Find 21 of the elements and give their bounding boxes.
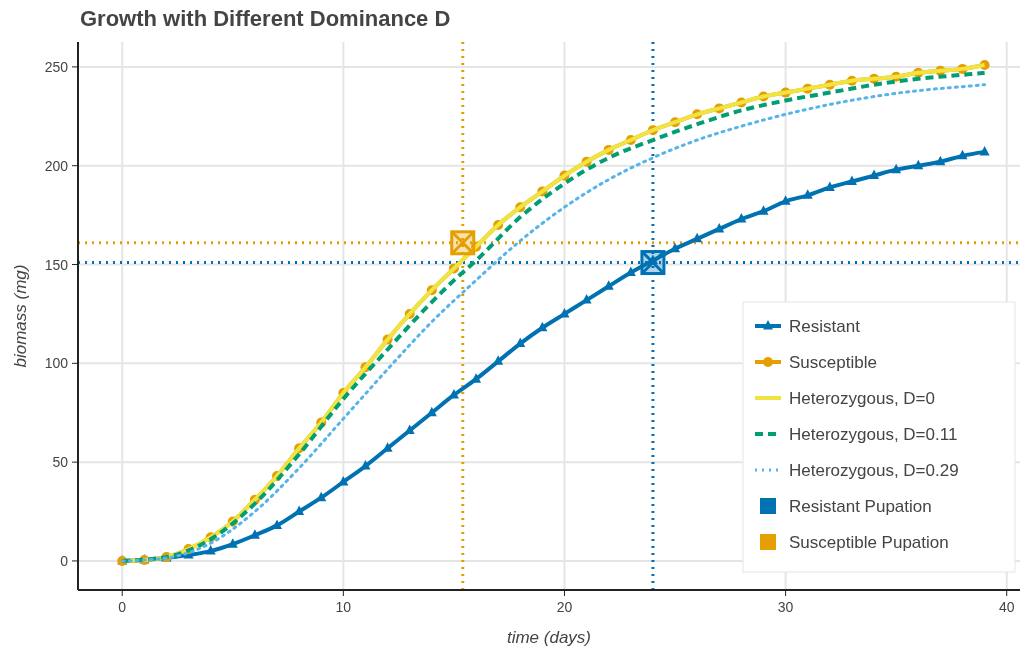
x-tick-label: 10 [335,599,352,615]
x-tick-label: 0 [118,599,127,615]
y-tick-label: 50 [52,454,69,471]
legend-label: Heterozygous, D=0.29 [789,461,959,480]
y-tick-label: 250 [44,58,69,75]
legend-label: Susceptible Pupation [789,533,949,552]
y-tick-label: 0 [60,552,69,569]
legend-label: Resistant Pupation [789,497,932,516]
y-tick-label: 150 [44,256,69,273]
x-axis-title: time (days) [506,628,592,647]
x-tick-label: 30 [777,599,794,615]
y-tick-label: 100 [44,355,69,372]
x-tick-label: 20 [556,599,573,615]
y-tick-label: 200 [44,157,69,174]
legend-label: Resistant [789,317,861,336]
x-tick-label: 40 [998,599,1015,615]
legend-label: Heterozygous, D=0 [789,389,935,408]
y-axis-title: biomass (mg) [11,264,30,368]
legend-label: Heterozygous, D=0.11 [789,425,958,444]
legend-label: Susceptible [789,353,877,372]
chart-title: Growth with Different Dominance D [80,6,451,31]
